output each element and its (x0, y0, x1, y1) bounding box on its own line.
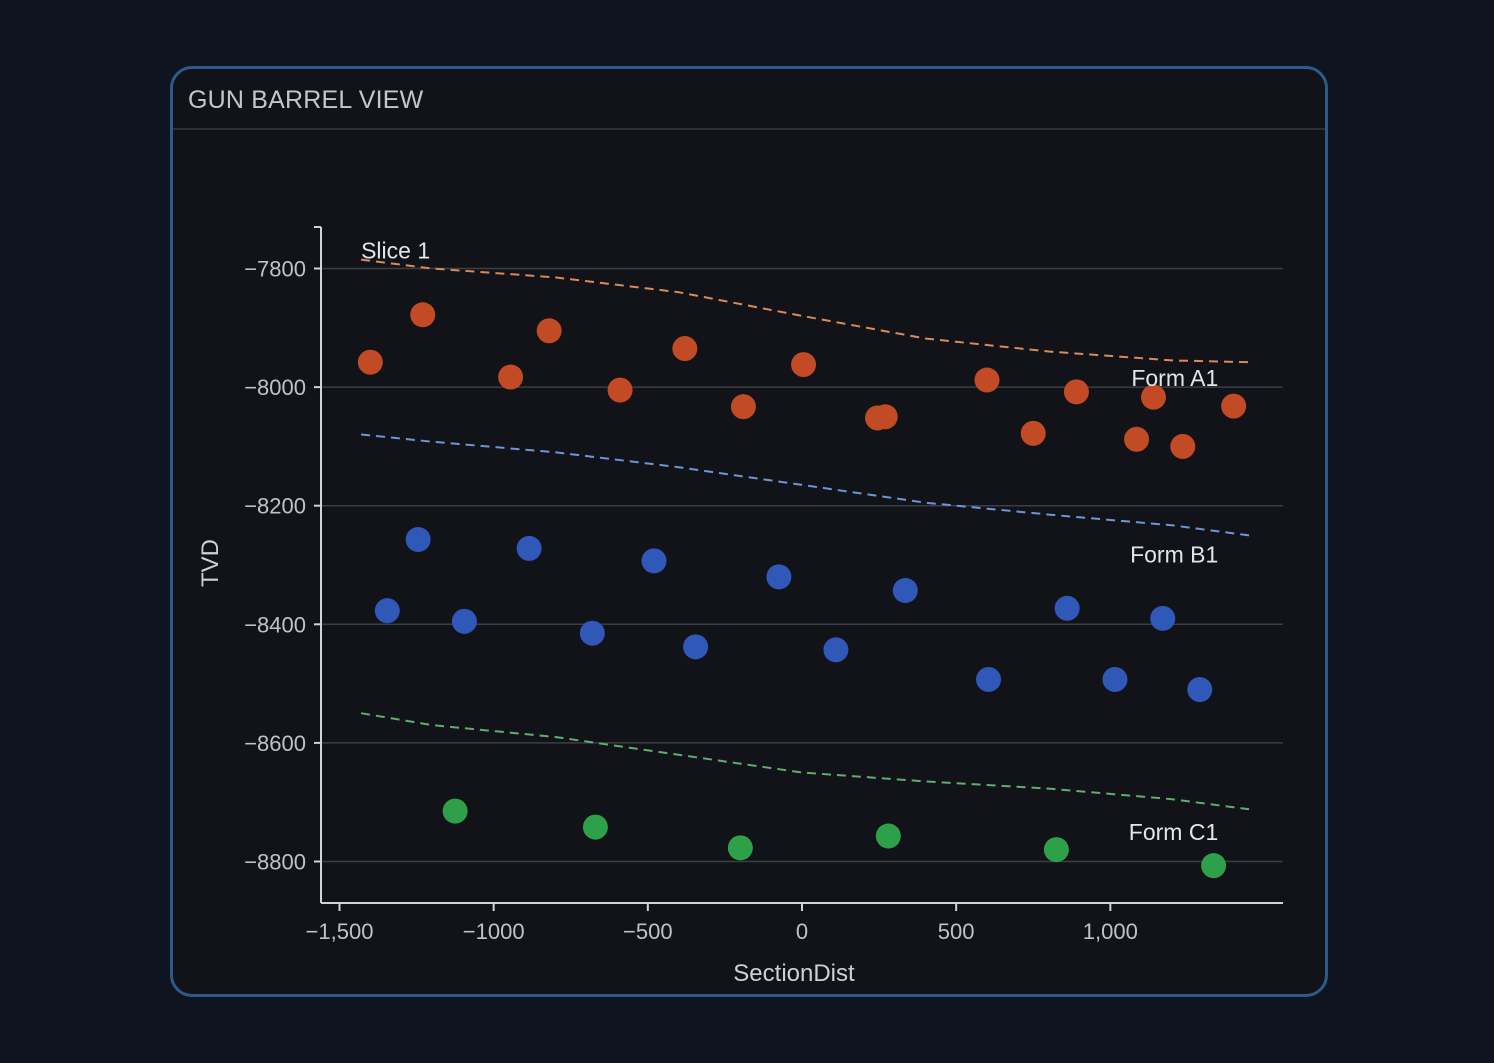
y-tick-label: −8800 (244, 849, 306, 874)
data-point-a1[interactable] (730, 394, 756, 420)
data-point-b1[interactable] (1187, 677, 1213, 703)
annotation-label: Slice 1 (361, 238, 430, 264)
annotation-label: Form C1 (1129, 819, 1218, 845)
y-tick-label: −8200 (244, 494, 306, 519)
data-point-a1[interactable] (672, 336, 698, 362)
data-points[interactable] (357, 302, 1247, 879)
data-point-b1[interactable] (451, 608, 477, 634)
gun-barrel-chart: −7800 −8000 −8200 −8400 −8600 −8800 −1,500 −100… (197, 226, 1283, 987)
formation-top-line-b1 (360, 433, 1250, 537)
data-point-a1[interactable] (498, 364, 524, 390)
data-point-b1[interactable] (976, 666, 1002, 692)
data-point-a1[interactable] (357, 349, 383, 375)
data-point-a1[interactable] (1063, 379, 1089, 405)
data-point-b1[interactable] (641, 548, 667, 574)
x-axis-title: SectionDist (733, 960, 855, 987)
y-tick-label: −8600 (244, 731, 306, 756)
x-tick-label: 500 (938, 919, 975, 944)
x-tick-label: −1000 (463, 919, 525, 944)
data-point-c1[interactable] (442, 798, 468, 824)
data-point-b1[interactable] (405, 527, 431, 553)
data-point-b1[interactable] (683, 634, 709, 660)
formation-top-line-a1 (360, 258, 1250, 364)
data-point-c1[interactable] (875, 823, 901, 849)
annotation-label: Form B1 (1130, 541, 1218, 567)
data-point-b1[interactable] (1054, 595, 1080, 621)
data-point-b1[interactable] (1150, 605, 1176, 631)
annotation-label: Form A1 (1131, 365, 1218, 391)
data-point-b1[interactable] (516, 535, 542, 561)
data-point-c1[interactable] (727, 835, 753, 861)
y-tick-label: −7800 (244, 257, 306, 282)
data-point-a1[interactable] (1124, 426, 1150, 452)
axes: −7800 −8000 −8200 −8400 −8600 −8800 −1,500 −100… (197, 226, 1283, 987)
x-tick-label: 1,000 (1083, 919, 1138, 944)
data-point-a1[interactable] (1170, 433, 1196, 459)
data-point-b1[interactable] (374, 598, 400, 624)
gun-barrel-panel: GUN BARREL VIEW −7800 −8000 −8200 −8400 −860… (170, 66, 1328, 997)
data-point-c1[interactable] (582, 814, 608, 840)
x-tick-label: −1,500 (306, 919, 374, 944)
y-axis-title: TVD (197, 539, 224, 587)
data-point-a1[interactable] (974, 367, 1000, 393)
panel-title: GUN BARREL VIEW (188, 86, 424, 114)
data-point-a1[interactable] (791, 352, 817, 378)
data-point-a1[interactable] (536, 318, 562, 344)
data-point-a1[interactable] (607, 377, 633, 403)
y-tick-label: −8400 (244, 612, 306, 637)
panel-header: GUN BARREL VIEW (173, 69, 1325, 130)
data-point-a1[interactable] (1221, 393, 1247, 419)
data-point-b1[interactable] (766, 564, 792, 590)
grid-lines (321, 267, 1283, 863)
chart-labels: Slice 1 Form A1 Form B1 Form C1 (361, 238, 1218, 845)
data-point-c1[interactable] (1201, 853, 1227, 879)
data-point-a1[interactable] (1141, 384, 1166, 410)
data-point-c1[interactable] (1043, 837, 1069, 863)
data-point-a1[interactable] (1020, 420, 1046, 446)
y-tick-label: −8000 (244, 375, 306, 400)
data-point-b1[interactable] (823, 637, 849, 663)
formation-top-line-c1 (360, 712, 1250, 811)
x-tick-label: −500 (623, 919, 673, 944)
x-tick-label: 0 (796, 919, 808, 944)
data-point-a1[interactable] (410, 302, 436, 328)
data-point-b1[interactable] (1102, 666, 1128, 692)
data-point-b1[interactable] (579, 620, 605, 646)
data-point-b1[interactable] (892, 577, 918, 603)
formation-tops (360, 258, 1250, 811)
data-point-a1[interactable] (872, 404, 898, 430)
